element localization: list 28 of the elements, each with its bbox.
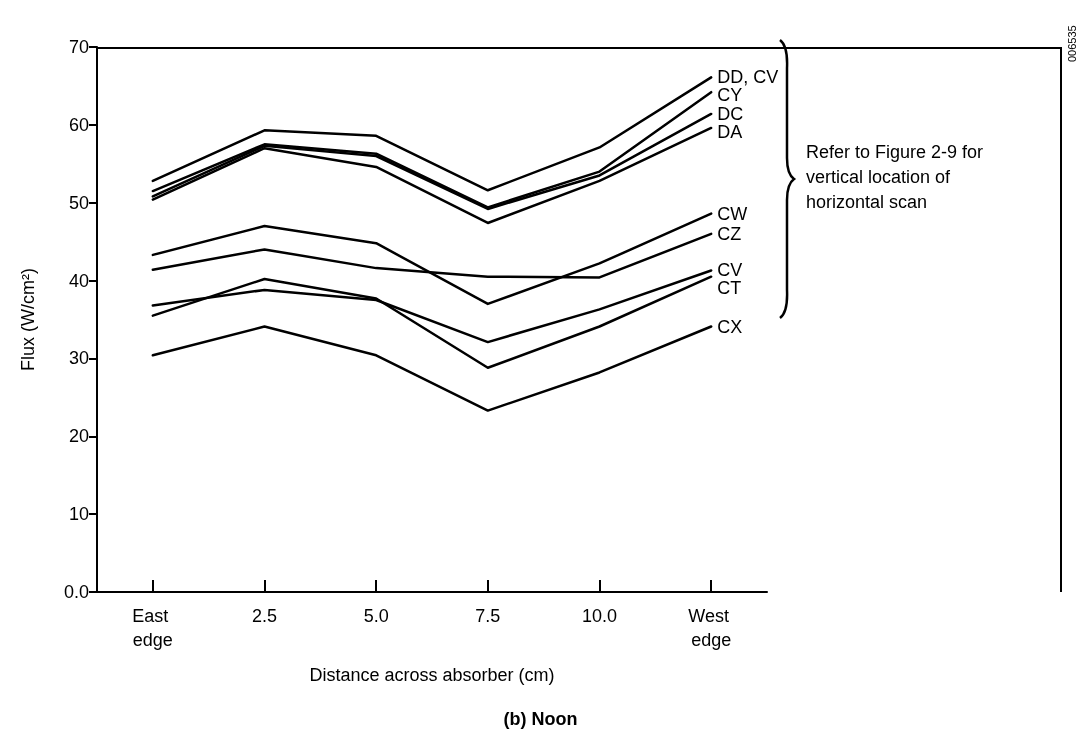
text: (b) Noon <box>503 709 578 729</box>
y-tick-label: 30 <box>68 348 89 369</box>
text: 006535 <box>1066 25 1078 62</box>
y-tick-label: 0.0 <box>63 582 89 602</box>
series-label: DC <box>717 103 744 124</box>
x-tick-label: 2.5 <box>251 606 278 626</box>
x-axis-title: Distance across absorber (cm) <box>309 665 555 685</box>
text: Refer to Figure 2-9 for vertical location of horizontal scan <box>806 141 985 214</box>
series-label: CV <box>717 260 743 281</box>
series-label: CW <box>717 203 748 224</box>
x-tick-label: East edge <box>132 606 174 650</box>
x-tick-label: 5.0 <box>363 606 389 626</box>
x-tick-label: West edge <box>688 606 735 650</box>
series-label: CZ <box>717 223 742 244</box>
x-tick-label: 7.5 <box>475 606 501 626</box>
y-tick-label: 40 <box>68 270 89 291</box>
series-label: DA <box>717 121 743 142</box>
y-tick-label: 70 <box>68 37 89 57</box>
series-label: DD, CV <box>717 67 779 88</box>
y-tick-label: 60 <box>68 114 89 135</box>
series-label: CT <box>717 278 742 299</box>
y-tick-label: 50 <box>68 192 89 213</box>
series-label: CX <box>717 316 743 337</box>
y-tick-label: 20 <box>68 426 89 447</box>
x-tick-label: 10.0 <box>581 606 618 626</box>
y-axis-title: Flux (W/cm²) <box>18 268 38 371</box>
y-tick-label: 10 <box>68 504 89 525</box>
series-label: CY <box>717 85 743 106</box>
